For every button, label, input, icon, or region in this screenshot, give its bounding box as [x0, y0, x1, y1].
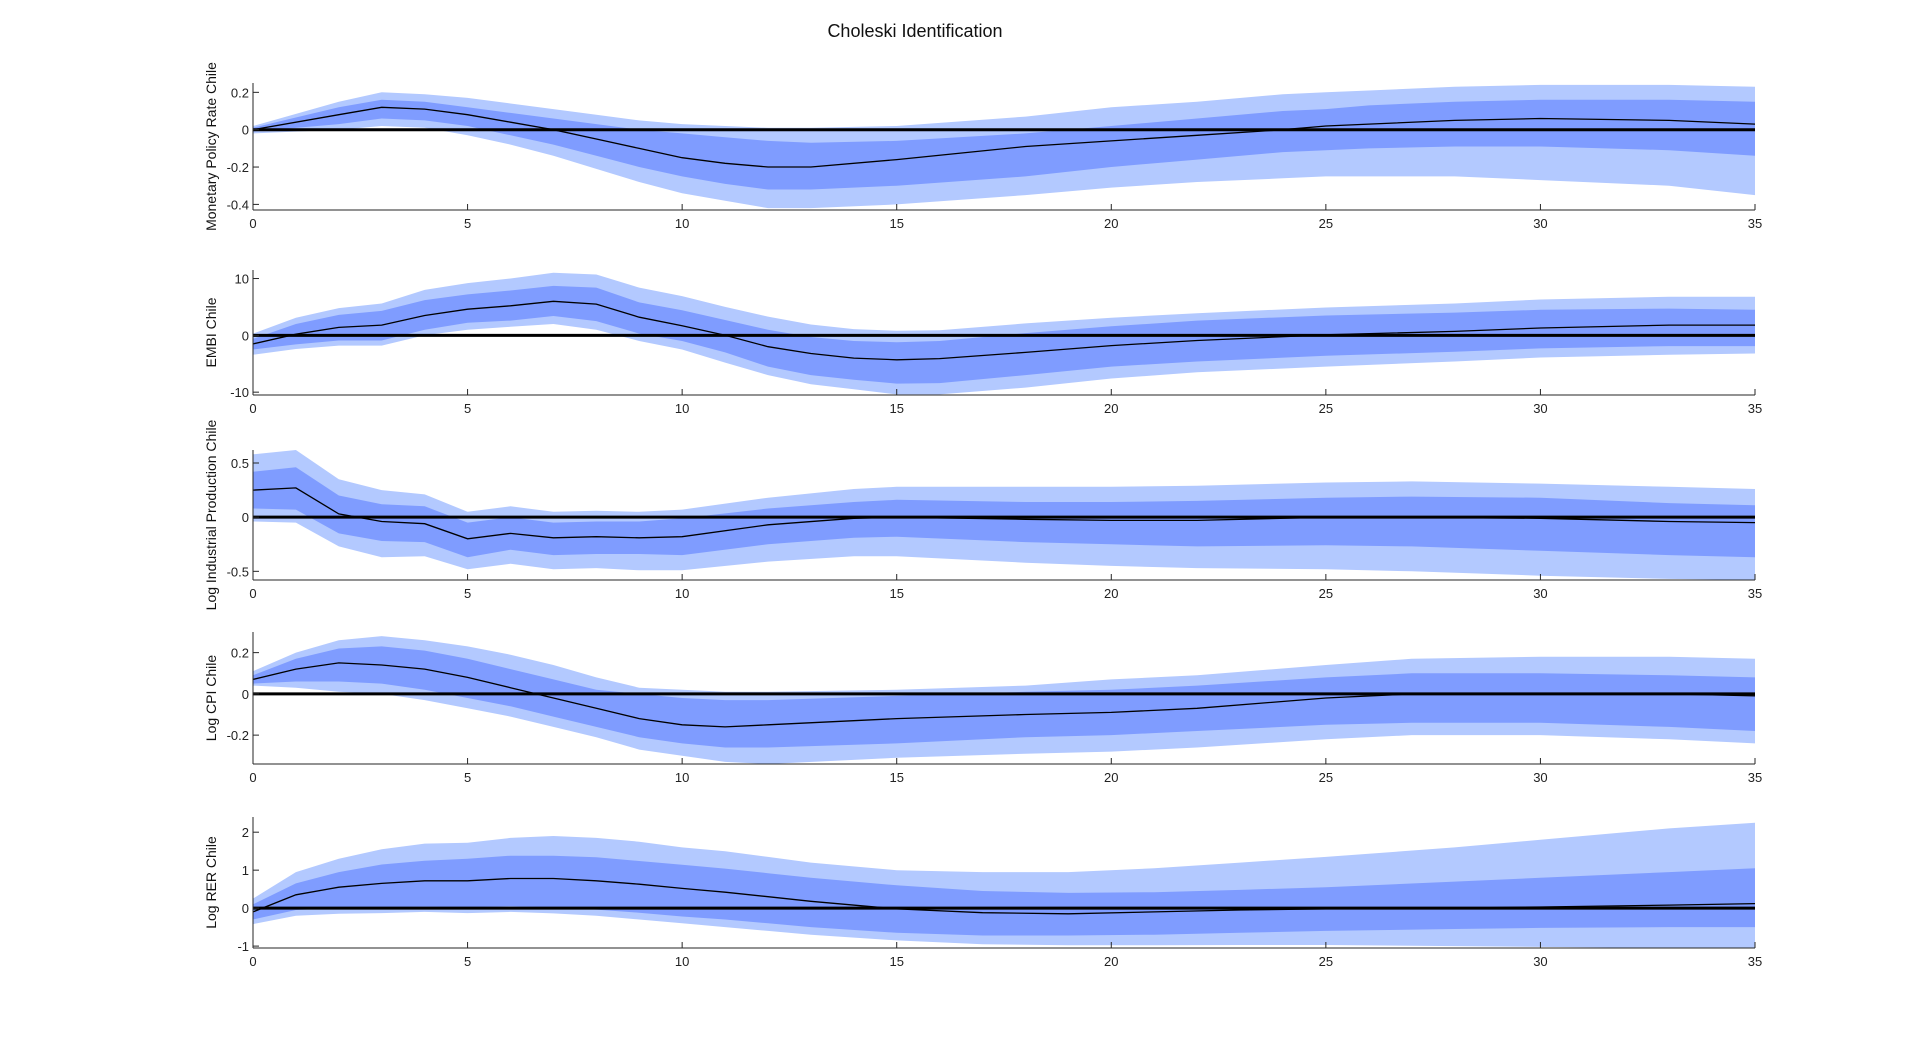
x-tick-label: 15 — [889, 586, 903, 601]
x-tick-label: 5 — [464, 770, 471, 785]
y-tick-label: -0.2 — [227, 728, 249, 743]
x-tick-label: 35 — [1748, 216, 1762, 231]
y-tick-label: 0.2 — [231, 646, 249, 661]
x-tick-label: 0 — [249, 954, 256, 969]
y-tick-label: 0.5 — [231, 456, 249, 471]
x-tick-label: 25 — [1319, 770, 1333, 785]
y-tick-label: 1 — [242, 863, 249, 878]
inner-credible-band — [253, 285, 1755, 384]
y-tick-label: 0.2 — [231, 85, 249, 100]
y-tick-label: -10 — [230, 385, 249, 400]
median-response-line — [253, 662, 1755, 728]
x-tick-label: 30 — [1533, 401, 1547, 416]
x-tick-label: 15 — [889, 954, 903, 969]
y-tick-label: 0 — [242, 123, 249, 138]
x-tick-label: 30 — [1533, 216, 1547, 231]
x-tick-label: 30 — [1533, 586, 1547, 601]
y-tick-label: 2 — [242, 825, 249, 840]
median-response-line — [253, 106, 1755, 168]
x-tick-label: 5 — [464, 216, 471, 231]
y-tick-label: -0.5 — [227, 564, 249, 579]
x-tick-label: 0 — [249, 216, 256, 231]
x-tick-label: 10 — [675, 401, 689, 416]
figure-title: Choleski Identification — [827, 21, 1002, 41]
x-tick-label: 5 — [464, 401, 471, 416]
x-tick-label: 20 — [1104, 770, 1118, 785]
x-tick-label: 10 — [675, 586, 689, 601]
x-tick-label: 35 — [1748, 586, 1762, 601]
x-tick-label: 10 — [675, 216, 689, 231]
y-tick-label: 0 — [242, 687, 249, 702]
y-tick-label: 0 — [242, 510, 249, 525]
x-tick-label: 25 — [1319, 586, 1333, 601]
y-tick-label: -1 — [237, 939, 249, 954]
median-response-line — [253, 877, 1755, 915]
y-tick-label: 10 — [235, 272, 249, 287]
x-tick-label: 30 — [1533, 954, 1547, 969]
x-tick-label: 20 — [1104, 216, 1118, 231]
x-tick-label: 25 — [1319, 216, 1333, 231]
y-axis-title: Log RER Chile — [203, 836, 219, 929]
y-tick-label: -0.4 — [227, 197, 249, 212]
x-tick-label: 35 — [1748, 954, 1762, 969]
x-tick-label: 20 — [1104, 401, 1118, 416]
inner-credible-band — [253, 467, 1755, 558]
x-tick-label: 0 — [249, 586, 256, 601]
y-axis-title: EMBI Chile — [203, 297, 219, 367]
x-tick-label: 20 — [1104, 954, 1118, 969]
y-tick-label: -0.2 — [227, 160, 249, 175]
x-tick-label: 25 — [1319, 401, 1333, 416]
median-response-line — [253, 487, 1755, 540]
irf-panel-4: 0 5 10 15 20 25 30 35 -0.2 0 0.2 Log CPI Chile — [203, 632, 1762, 785]
y-tick-label: 0 — [242, 901, 249, 916]
x-tick-label: 10 — [675, 954, 689, 969]
inner-credible-band — [253, 646, 1755, 748]
x-tick-label: 0 — [249, 401, 256, 416]
x-tick-label: 20 — [1104, 586, 1118, 601]
y-axis-title: Log CPI Chile — [203, 655, 219, 742]
x-tick-label: 5 — [464, 586, 471, 601]
inner-credible-band — [253, 855, 1755, 936]
x-tick-label: 30 — [1533, 770, 1547, 785]
x-tick-label: 5 — [464, 954, 471, 969]
y-axis-title: Log Industrial Production Chile — [203, 419, 219, 610]
median-response-line — [253, 300, 1755, 361]
x-tick-label: 35 — [1748, 770, 1762, 785]
x-tick-label: 15 — [889, 216, 903, 231]
y-tick-label: 0 — [242, 328, 249, 343]
y-axis-title: Monetary Policy Rate Chile — [203, 62, 219, 231]
x-tick-label: 10 — [675, 770, 689, 785]
irf-panel-1: 0 5 10 15 20 25 30 35 -0.4 -0.2 0 0.2 Monetary Polic… — [203, 62, 1762, 231]
x-tick-label: 35 — [1748, 401, 1762, 416]
x-tick-label: 0 — [249, 770, 256, 785]
inner-credible-band — [253, 99, 1755, 190]
x-tick-label: 15 — [889, 770, 903, 785]
x-tick-label: 15 — [889, 401, 903, 416]
x-tick-label: 25 — [1319, 954, 1333, 969]
